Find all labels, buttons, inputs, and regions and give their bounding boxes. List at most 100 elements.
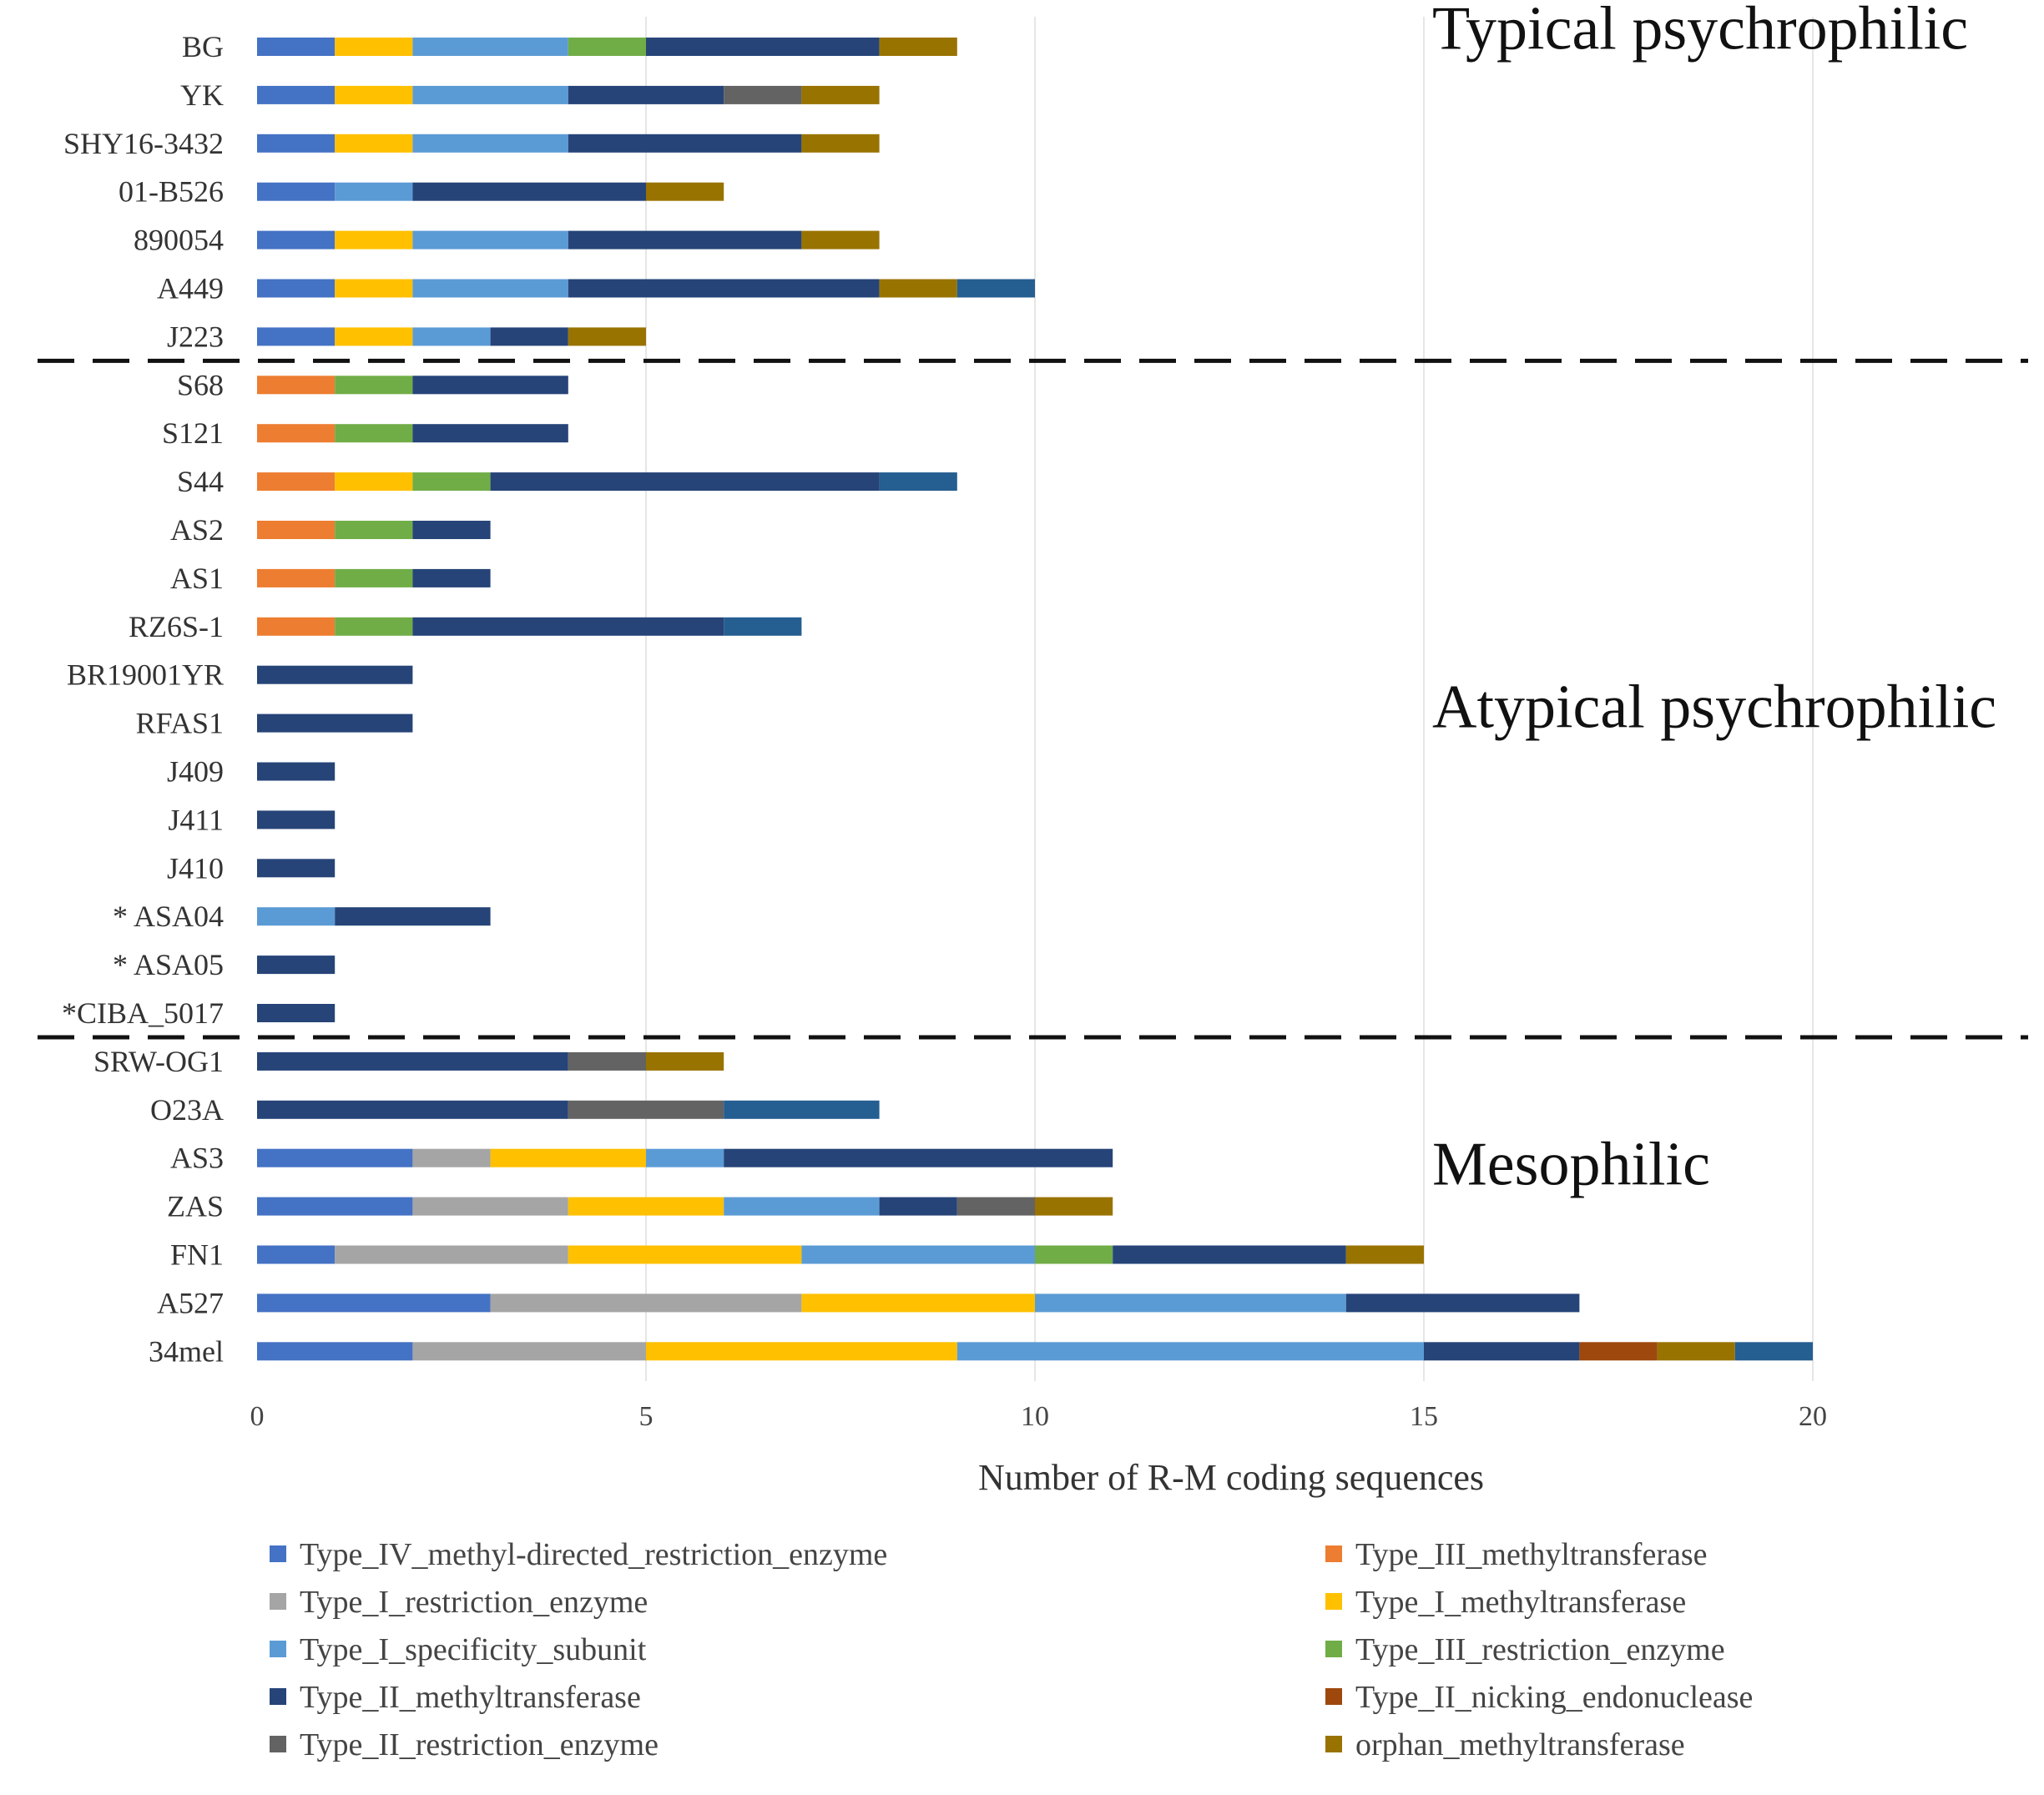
bar-j411-type-ii-methyltransferase: [257, 810, 336, 829]
group-dividers: [38, 358, 2028, 1040]
bar-s68-type-iii-restriction-enzyme: [335, 376, 413, 395]
bar-shy16-3432-orphan-methyltransferase: [801, 134, 880, 153]
bar-fn1-type-i-specificity-subunit: [801, 1245, 1035, 1264]
bar-rz6s-1-type-iii-restriction-enzyme: [335, 617, 413, 636]
category-label-yk: YK: [180, 78, 224, 112]
bar-zas-type-ii-restriction-enzyme: [956, 1197, 1035, 1216]
category-label-j410: J410: [167, 851, 224, 885]
category-label-fn1: FN1: [170, 1238, 224, 1272]
bar-as3-type-i-restriction-enzyme: [412, 1148, 491, 1167]
bar-as2-type-ii-methyltransferase: [412, 521, 491, 539]
bar-s68-type-ii-methyltransferase: [412, 376, 568, 395]
bar-a449-type-i-specificity-subunit: [412, 279, 568, 298]
bar-34mel-type-i-restriction-enzyme: [412, 1342, 646, 1361]
x-tick-labels: 0 5 10 15 20: [250, 1401, 1828, 1432]
bar-shy16-3432-type-ii-methyltransferase: [568, 134, 802, 153]
category-label-as2: AS2: [170, 513, 224, 547]
bar-01-b526-orphan-methyltransferase: [646, 182, 724, 201]
bar-a527-type-iv-methyl-directed-restriction-enzyme: [257, 1293, 491, 1313]
bar-o23a-type-ii-methyltransferase: [257, 1100, 568, 1119]
bar-a527-type-i-restriction-enzyme: [490, 1293, 802, 1313]
category-label-j223: J223: [167, 320, 224, 353]
bar-01-b526-type-i-specificity-subunit: [335, 182, 413, 201]
bar-01-b526-type-iv-methyl-directed-restriction-enzyme: [257, 182, 336, 201]
bar-rz6s-1-type-iii-methyltransferase: [257, 617, 336, 636]
bar-a449-type-ii-methyltransferase: [568, 279, 880, 298]
legend-swatch-type-iv-methyl-directed-restriction-enzyme: [270, 1545, 286, 1562]
bar-asa04-type-ii-methyltransferase: [335, 907, 491, 926]
bar-shy16-3432-type-i-methyltransferase: [335, 134, 413, 153]
bar-s121-type-ii-methyltransferase: [412, 424, 568, 443]
category-label-asa04: * ASA04: [113, 900, 224, 933]
bar-zas-type-ii-methyltransferase: [879, 1197, 957, 1216]
bar-j410-type-ii-methyltransferase: [257, 859, 336, 878]
bar-bg-type-ii-methyltransferase: [646, 38, 880, 56]
bar-fn1-type-i-restriction-enzyme: [335, 1245, 568, 1264]
category-label-as1: AS1: [170, 562, 224, 595]
legend-label-orphan-methyltransferase: orphan_methyltransferase: [1355, 1727, 1685, 1762]
bar-34mel-type-ii-nicking-endonuclease: [1579, 1342, 1658, 1361]
legend-swatch-type-iii-methyltransferase: [1325, 1545, 1342, 1562]
bar-j223-type-i-methyltransferase: [335, 327, 413, 346]
category-labels: BG YK SHY16-3432 01-B526 890054 A449 J223 S68 S1…: [62, 30, 224, 1368]
bar-34mel-type-ii-restriction-enzyme-extra: [1734, 1342, 1813, 1361]
bar-zas-type-i-restriction-enzyme: [412, 1197, 568, 1216]
legend-label-type-ii-nicking-endonuclease: Type_II_nicking_endonuclease: [1355, 1680, 1753, 1715]
bar-01-b526-type-ii-methyltransferase: [412, 182, 646, 201]
legend-label-type-ii-restriction-enzyme: Type_II_restriction_enzyme: [300, 1727, 659, 1762]
bar-34mel-type-i-methyltransferase: [646, 1342, 957, 1361]
bar-890054-orphan-methyltransferase: [801, 230, 880, 250]
bar-a449-orphan-methyltransferase: [879, 279, 957, 298]
bar-a449-type-iv-methyl-directed-restriction-enzyme: [257, 279, 336, 298]
bar-fn1-type-iv-methyl-directed-restriction-enzyme: [257, 1245, 336, 1264]
legend-swatch-type-ii-methyltransferase: [270, 1688, 286, 1705]
legend-label-type-ii-methyltransferase: Type_II_methyltransferase: [300, 1680, 641, 1715]
category-label-o23a: O23A: [150, 1093, 224, 1127]
bar-j223-type-i-specificity-subunit: [412, 327, 491, 346]
bar-as3-type-i-specificity-subunit: [646, 1148, 724, 1167]
bar-as1-type-iii-restriction-enzyme: [335, 568, 413, 587]
legend-swatch-type-ii-restriction-enzyme: [270, 1736, 286, 1752]
bar-bg-orphan-methyltransferase: [879, 38, 957, 56]
category-label-01-b526: 01-B526: [119, 175, 224, 209]
bar-yk-type-i-methyltransferase: [335, 85, 413, 104]
bar-rz6s-1-type-ii-methyltransferase: [412, 617, 724, 636]
legend-label-type-iii-methyltransferase: Type_III_methyltransferase: [1355, 1537, 1708, 1572]
legend-label-type-iv-methyl-directed-restriction-enzyme: Type_IV_methyl-directed_restriction_enzy…: [300, 1537, 887, 1572]
bar-asa05-type-ii-methyltransferase: [257, 955, 336, 975]
bar-zas-type-i-methyltransferase: [568, 1197, 724, 1216]
bar-s121-type-iii-restriction-enzyme: [335, 424, 413, 443]
bar-34mel-type-iv-methyl-directed-restriction-enzyme: [257, 1342, 413, 1361]
bar-890054-type-ii-methyltransferase: [568, 230, 802, 250]
bar-fn1-type-iii-restriction-enzyme: [1035, 1245, 1113, 1264]
bar-shy16-3432-type-iv-methyl-directed-restriction-enzyme: [257, 134, 336, 153]
bar-as3-type-i-methyltransferase: [490, 1148, 646, 1167]
bar-j223-type-iv-methyl-directed-restriction-enzyme: [257, 327, 336, 346]
category-label-a527: A527: [157, 1286, 224, 1319]
x-tick-label-10: 10: [1021, 1401, 1049, 1432]
bar-as1-type-ii-methyltransferase: [412, 568, 491, 587]
bar-fn1-type-i-methyltransferase: [568, 1245, 802, 1264]
category-label-zas: ZAS: [167, 1190, 224, 1223]
x-tick-label-5: 5: [639, 1401, 654, 1432]
bar-yk-type-i-specificity-subunit: [412, 85, 568, 104]
category-label-as3: AS3: [170, 1142, 224, 1175]
legend: Type_IV_methyl-directed_restriction_enzy…: [270, 1537, 1753, 1762]
category-label-shy16-3432: SHY16-3432: [63, 127, 224, 160]
legend-swatch-type-ii-nicking-endonuclease: [1325, 1688, 1342, 1705]
bar-bg-type-iv-methyl-directed-restriction-enzyme: [257, 38, 336, 56]
bar-yk-orphan-methyltransferase: [801, 85, 880, 104]
x-axis-title: Number of R-M coding sequences: [978, 1457, 1484, 1498]
x-tick-label-0: 0: [250, 1401, 265, 1432]
category-label-bg: BG: [182, 30, 224, 63]
legend-swatch-type-i-specificity-subunit: [270, 1641, 286, 1657]
bar-as3-type-ii-methyltransferase: [724, 1148, 1113, 1167]
bar-s44-type-i-methyltransferase: [335, 472, 413, 492]
bar-o23a-type-ii-restriction-enzyme-extra: [724, 1100, 880, 1119]
category-label-s44: S44: [177, 465, 224, 498]
category-label-890054: 890054: [134, 224, 224, 257]
category-label-rfas1: RFAS1: [136, 707, 224, 740]
bar-890054-type-i-specificity-subunit: [412, 230, 568, 250]
bar-bg-type-iii-restriction-enzyme: [568, 38, 646, 56]
bar-890054-type-iv-methyl-directed-restriction-enzyme: [257, 230, 336, 250]
